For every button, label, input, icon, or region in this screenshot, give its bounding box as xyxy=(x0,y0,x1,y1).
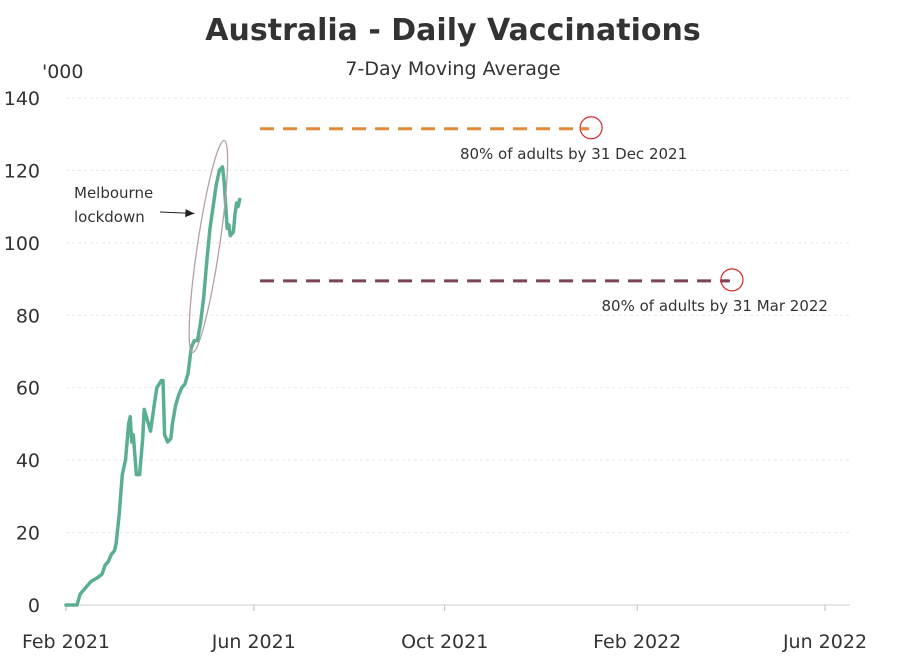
y-tick-label-0: 0 xyxy=(28,595,40,617)
y-axis: 0 20 40 60 80 100 120 140 xyxy=(4,88,40,617)
lockdown-label-line-1: lockdown xyxy=(74,208,145,226)
y-tick-label-140: 140 xyxy=(4,88,40,110)
target-marker-1 xyxy=(720,268,744,292)
y-tick-label-80: 80 xyxy=(16,305,40,327)
y-tick-label-40: 40 xyxy=(16,450,40,472)
y-unit-label: '000 xyxy=(42,61,84,83)
target-marker-0 xyxy=(579,116,603,140)
y-tick-label-100: 100 xyxy=(4,233,40,255)
target-lines: 80% of adults by 31 Dec 2021 80% of adult… xyxy=(260,116,828,315)
x-tick-label-2: Oct 2021 xyxy=(401,631,488,653)
x-tick-label-3: Feb 2022 xyxy=(593,631,681,653)
lockdown-label-line-0: Melbourne xyxy=(74,184,153,202)
lockdown-ellipse xyxy=(188,139,229,354)
lockdown-label: Melbourne lockdown xyxy=(74,184,153,226)
y-tick-label-20: 20 xyxy=(16,523,40,545)
annotations: Melbourne lockdown xyxy=(74,139,229,354)
x-axis: Feb 2021 Jun 2021 Oct 2021 Feb 2022 Jun 2022 xyxy=(22,604,867,653)
lockdown-arrow-head xyxy=(185,209,195,218)
x-tick-label-4: Jun 2022 xyxy=(782,631,867,653)
y-tick-label-60: 60 xyxy=(16,378,40,400)
grid-lines xyxy=(66,97,850,534)
y-tick-label-120: 120 xyxy=(4,160,40,182)
target-label-0: 80% of adults by 31 Dec 2021 xyxy=(460,145,687,163)
chart-title: Australia - Daily Vaccinations xyxy=(205,13,700,48)
series-line-0 xyxy=(64,165,242,607)
series xyxy=(64,165,242,607)
target-label-1: 80% of adults by 31 Mar 2022 xyxy=(602,297,828,315)
x-tick-label-0: Feb 2021 xyxy=(22,631,110,653)
x-tick-label-1: Jun 2021 xyxy=(211,631,296,653)
chart-subtitle: 7-Day Moving Average xyxy=(345,58,560,80)
